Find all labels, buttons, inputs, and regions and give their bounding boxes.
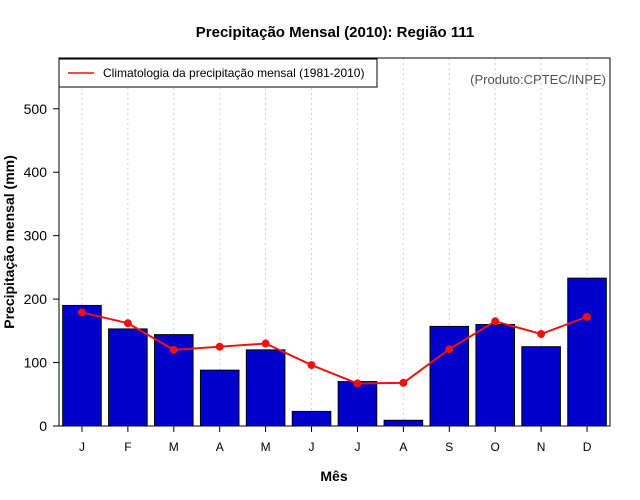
x-tick-label: O	[491, 440, 500, 454]
climatology-point-1	[123, 319, 132, 328]
bar-1	[108, 328, 148, 427]
x-tick-label: M	[169, 440, 179, 454]
x-tick-label: S	[445, 440, 453, 454]
bar-5	[291, 410, 332, 427]
x-tick-label: J	[79, 440, 85, 454]
x-tick-label: J	[309, 440, 315, 454]
x-tick-label: A	[216, 440, 224, 454]
climatology-point-3	[215, 342, 224, 351]
climatology-point-10	[537, 330, 546, 338]
y-tick-label: 100	[24, 355, 48, 371]
climatology-line	[77, 308, 592, 388]
climatology-point-5	[307, 361, 316, 370]
x-tick-label: N	[537, 440, 546, 454]
climatology-point-4	[261, 339, 270, 348]
climatology-point-8	[445, 345, 454, 354]
climatology-point-9	[491, 317, 500, 326]
chart-title: Precipitação Mensal (2010): Região 111	[196, 24, 474, 41]
bar-0	[62, 304, 102, 427]
y-tick-label: 200	[24, 291, 48, 307]
legend-box	[58, 58, 378, 88]
bar-10	[521, 346, 561, 427]
product-credit: (Produto:CPTEC/INPE)	[470, 72, 606, 87]
bar-9	[475, 323, 515, 427]
x-tick-label: A	[399, 440, 407, 454]
x-axis-label: Mês	[320, 468, 347, 484]
bar-11	[567, 277, 607, 427]
climatology-point-11	[583, 312, 592, 321]
climatology-polyline	[81, 311, 588, 385]
y-axis: 0 100 200 300 400 500	[24, 101, 59, 434]
plot-frame	[58, 57, 611, 427]
bar-3	[199, 369, 240, 427]
y-tick-label: 300	[24, 228, 48, 244]
x-tick-label: D	[583, 440, 592, 454]
bar-4	[245, 349, 286, 427]
bar-7	[383, 419, 424, 427]
legend-entry-climatology: Climatologia da precipitação mensal (198…	[103, 66, 364, 80]
climatology-point-2	[169, 345, 178, 354]
y-tick-label: 0	[39, 418, 47, 434]
legend: Climatologia da precipitação mensal (198…	[58, 58, 378, 88]
x-tick-label: F	[124, 440, 131, 454]
x-tick-label: J	[354, 440, 360, 454]
climatology-point-0	[77, 308, 86, 317]
bars	[62, 277, 607, 427]
y-tick-label: 500	[24, 101, 48, 117]
climatology-point-7	[399, 378, 408, 387]
climatology-point-6	[353, 379, 362, 388]
bar-6	[337, 381, 378, 427]
y-tick-label: 400	[24, 164, 48, 180]
x-tick-label: M	[261, 440, 271, 454]
y-axis-label: Precipitação mensal (mm)	[1, 155, 17, 329]
